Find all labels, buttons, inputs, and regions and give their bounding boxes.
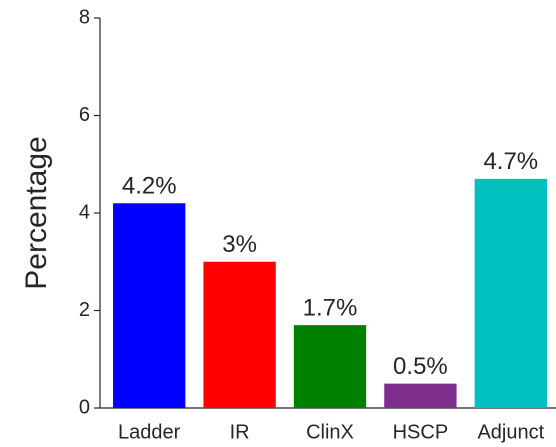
value-label: 0.5% [393, 353, 448, 380]
y-tick-label: 8 [79, 6, 90, 28]
y-tick-label: 0 [79, 396, 90, 418]
value-label: 1.7% [303, 294, 358, 321]
bar [113, 203, 186, 408]
y-tick-label: 4 [79, 201, 90, 223]
bar [203, 261, 276, 408]
x-tick-label: Ladder [118, 421, 181, 443]
bar [474, 178, 547, 408]
bar [293, 325, 367, 408]
y-tick-label: 6 [79, 104, 90, 126]
value-label: 3% [222, 231, 257, 258]
y-axis-label: Percentage [20, 136, 53, 289]
value-label: 4.2% [122, 173, 177, 200]
bar [384, 383, 457, 408]
value-label: 4.7% [483, 148, 538, 175]
x-tick-label: ClinX [306, 421, 354, 443]
x-tick-label: IR [230, 421, 250, 443]
y-tick-label: 2 [79, 299, 90, 321]
x-tick-label: HSCP [393, 421, 449, 443]
x-tick-label: Adjunct [477, 421, 544, 443]
